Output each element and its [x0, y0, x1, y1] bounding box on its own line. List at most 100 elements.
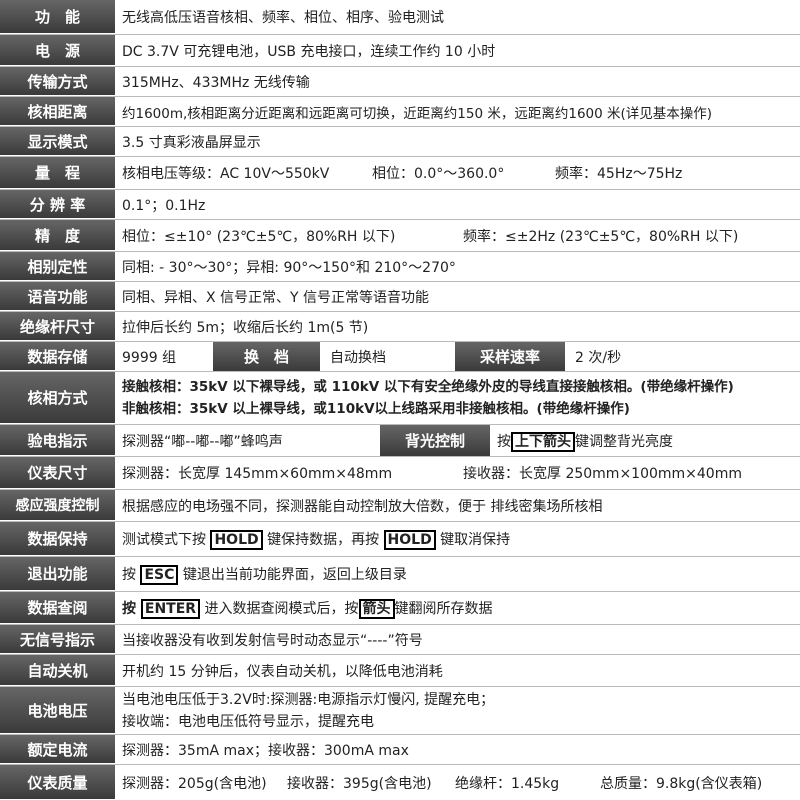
cell-text: 3.5 寸真彩液晶屏显示 — [122, 134, 261, 151]
spec-row: 精 度 相位：≤±10° (23℃±5℃，80%RH 以下) 频率：≤±2Hz … — [0, 220, 800, 252]
spec-row: 仪表尺寸 探测器：长宽厚 145mm×60mm×48mm 接收器：长宽厚 250… — [0, 457, 800, 490]
row-label: 分 辨 率 — [0, 190, 115, 219]
row-content: 探测器：35mA max；接收器：300mA max — [115, 735, 800, 764]
row-label: 无信号指示 — [0, 625, 115, 654]
cell-text: 无线高低压语音核相、频率、相位、相序、验电测试 — [122, 10, 444, 26]
sub-label: 换 档 — [213, 342, 320, 371]
row-content: 同相: - 30°～30°；异相: 90°～150°和 210°～270° — [115, 252, 800, 281]
row-label: 数据保持 — [0, 522, 115, 556]
cell-text: 同相: - 30°～30°；异相: 90°～150°和 210°～270° — [122, 259, 456, 276]
row-content: 当电池电压低于3.2V时:探测器:电源指示灯慢闪, 提醒充电； 接收端：电池电压… — [115, 687, 800, 734]
row-label: 仪表质量 — [0, 765, 115, 800]
row-label: 绝缘杆尺寸 — [0, 312, 115, 341]
cell-text: 当接收器没有收到发射信号时动态显示“----”符号 — [122, 632, 423, 649]
key-label: 箭头 — [358, 599, 395, 619]
spec-row: 数据保持 测试模式下按 HOLD 键保持数据，再按 HOLD 键取消保持 — [0, 522, 800, 557]
text-segment: 键保持数据，再按 — [262, 532, 384, 548]
row-label: 退出功能 — [0, 557, 115, 591]
row-content: 9999 组 换 档 自动换档 采样速率 2 次/秒 — [115, 342, 800, 371]
text-segment: 按 — [122, 567, 141, 583]
cell-lines: 接触核相：35kV 以下裸导线，或 110kV 以下有安全绝缘外皮的导线直接接触… — [122, 376, 734, 420]
text-segment: 键调整背光亮度 — [575, 433, 673, 450]
row-content: 探测器：长宽厚 145mm×60mm×48mm 接收器：长宽厚 250mm×10… — [115, 457, 800, 489]
row-label: 电池电压 — [0, 687, 115, 734]
row-label: 传输方式 — [0, 67, 115, 96]
spec-row: 传输方式 315MHz、433MHz 无线传输 — [0, 67, 800, 97]
row-content: 3.5 寸真彩液晶屏显示 — [115, 127, 800, 156]
text-segment: 进入数据查阅模式后，按 — [200, 601, 359, 617]
row-content: 核相电压等级：AC 10V～550kV 相位：0.0°～360.0° 频率：45… — [115, 157, 800, 189]
row-label: 语音功能 — [0, 282, 115, 311]
cell-line: 接触核相：35kV 以下裸导线，或 110kV 以下有安全绝缘外皮的导线直接接触… — [122, 379, 734, 395]
cell-text: 按 ENTER 进入数据查阅模式后，按 箭头 键翻阅所存数据 — [122, 598, 493, 619]
spec-row: 核相距离 约1600m,核相距离分近距离和远距离可切换，近距离约150 米，远距离… — [0, 97, 800, 127]
row-content: 接触核相：35kV 以下裸导线，或 110kV 以下有安全绝缘外皮的导线直接接触… — [115, 372, 800, 424]
row-label: 额定电流 — [0, 735, 115, 764]
row-label: 量 程 — [0, 157, 115, 189]
text-segment: 键翻阅所存数据 — [394, 601, 493, 617]
cell-text: 按上下箭头 键调整背光亮度 — [497, 431, 673, 452]
cell-text: 核相电压等级：AC 10V～550kV — [122, 166, 330, 182]
cell-text: 绝缘杆：1.45kg — [455, 775, 560, 792]
text-segment: 按 — [122, 601, 141, 617]
row-content: 同相、异相、X 信号正常、Y 信号正常等语音功能 — [115, 282, 800, 311]
text-segment: 测试模式下按 — [122, 532, 211, 548]
row-label: 核相方式 — [0, 372, 115, 424]
row-content: 相位：≤±10° (23℃±5℃，80%RH 以下) 频率：≤±2Hz (23℃… — [115, 220, 800, 251]
cell-text: 总质量：9.8kg(含仪表箱) — [600, 775, 763, 792]
row-content: 当接收器没有收到发射信号时动态显示“----”符号 — [115, 625, 800, 654]
spec-row: 电 源 DC 3.7V 可充锂电池，USB 充电接口，连续工作约 10 小时 — [0, 35, 800, 67]
spec-row: 量 程 核相电压等级：AC 10V～550kV 相位：0.0°～360.0° 频… — [0, 157, 800, 190]
text-segment: 键退出当前功能界面，返回上级目录 — [178, 567, 407, 583]
text-segment: 键取消保持 — [435, 532, 511, 548]
spec-row: 语音功能 同相、异相、X 信号正常、Y 信号正常等语音功能 — [0, 282, 800, 312]
row-content: 按 ESC 键退出当前功能界面，返回上级目录 — [115, 557, 800, 591]
spec-row: 功 能无线高低压语音核相、频率、相位、相序、验电测试 — [0, 0, 800, 35]
key-label: 上下箭头 — [511, 431, 575, 452]
spec-row: 仪表质量 探测器：205g(含电池) 接收器：395g(含电池) 绝缘杆：1.4… — [0, 765, 800, 800]
row-content: 根据感应的电场强不同，探测器能自动控制放大倍数，便于 排线密集场所核相 — [115, 490, 800, 521]
spec-row: 感应强度控制 根据感应的电场强不同，探测器能自动控制放大倍数，便于 排线密集场所核… — [0, 490, 800, 522]
spec-row: 绝缘杆尺寸 拉伸后长约 5m；收缩后长约 1m(5 节) — [0, 312, 800, 342]
row-content: 按 ENTER 进入数据查阅模式后，按 箭头 键翻阅所存数据 — [115, 592, 800, 624]
key-label: HOLD — [210, 530, 263, 550]
cell-text: 频率：45Hz～75Hz — [555, 166, 683, 182]
cell-text: 接收器：长宽厚 250mm×100mm×40mm — [463, 466, 742, 482]
spec-row: 相别定性 同相: - 30°～30°；异相: 90°～150°和 210°～270… — [0, 252, 800, 282]
row-content: 开机约 15 分钟后，仪表自动关机，以降低电池消耗 — [115, 655, 800, 686]
spec-row: 额定电流 探测器：35mA max；接收器：300mA max — [0, 735, 800, 765]
spec-row: 显示模式 3.5 寸真彩液晶屏显示 — [0, 127, 800, 157]
cell-text: 探测器“嘟--嘟--嘟”蜂鸣声 — [122, 433, 283, 450]
row-content: 无线高低压语音核相、频率、相位、相序、验电测试 — [115, 0, 800, 34]
sub-label: 采样速率 — [455, 342, 565, 371]
row-label: 显示模式 — [0, 127, 115, 156]
row-label: 功 能 — [0, 0, 115, 34]
row-label: 数据存储 — [0, 342, 115, 371]
spec-row: 数据查阅按 ENTER 进入数据查阅模式后，按 箭头 键翻阅所存数据 — [0, 592, 800, 625]
row-content: DC 3.7V 可充锂电池，USB 充电接口，连续工作约 10 小时 — [115, 35, 800, 66]
cell-text: 按 ESC 键退出当前功能界面，返回上级目录 — [122, 564, 407, 585]
cell-line: 接收端：电池电压低符号显示，提醒充电 — [122, 713, 374, 730]
row-label: 感应强度控制 — [0, 490, 115, 521]
row-content: 探测器：205g(含电池) 接收器：395g(含电池) 绝缘杆：1.45kg 总… — [115, 765, 800, 800]
cell-text: 0.1°；0.1Hz — [122, 197, 206, 214]
cell-text: 自动换档 — [330, 349, 386, 366]
text-segment: 按 — [497, 433, 511, 450]
cell-text: 开机约 15 分钟后，仪表自动关机，以降低电池消耗 — [122, 663, 443, 680]
cell-text: 频率：≤±2Hz (23℃±5℃，80%RH 以下) — [463, 228, 739, 245]
row-label: 电 源 — [0, 35, 115, 66]
key-label: HOLD — [383, 530, 436, 550]
cell-text: 测试模式下按 HOLD 键保持数据，再按 HOLD 键取消保持 — [122, 529, 511, 550]
cell-text: 根据感应的电场强不同，探测器能自动控制放大倍数，便于 排线密集场所核相 — [122, 498, 603, 515]
cell-text: 探测器：205g(含电池) — [122, 775, 267, 792]
row-content: 315MHz、433MHz 无线传输 — [115, 67, 800, 96]
row-label: 核相距离 — [0, 97, 115, 126]
row-content: 测试模式下按 HOLD 键保持数据，再按 HOLD 键取消保持 — [115, 522, 800, 556]
row-label: 自动关机 — [0, 655, 115, 686]
cell-line: 当电池电压低于3.2V时:探测器:电源指示灯慢闪, 提醒充电； — [122, 691, 495, 708]
row-label: 相别定性 — [0, 252, 115, 281]
cell-line: 非触核相：35kV 以上裸导线，或110kV以上线路采用非接触核相。(带绝缘杆操… — [122, 401, 630, 417]
cell-text: 9999 组 — [122, 349, 177, 366]
